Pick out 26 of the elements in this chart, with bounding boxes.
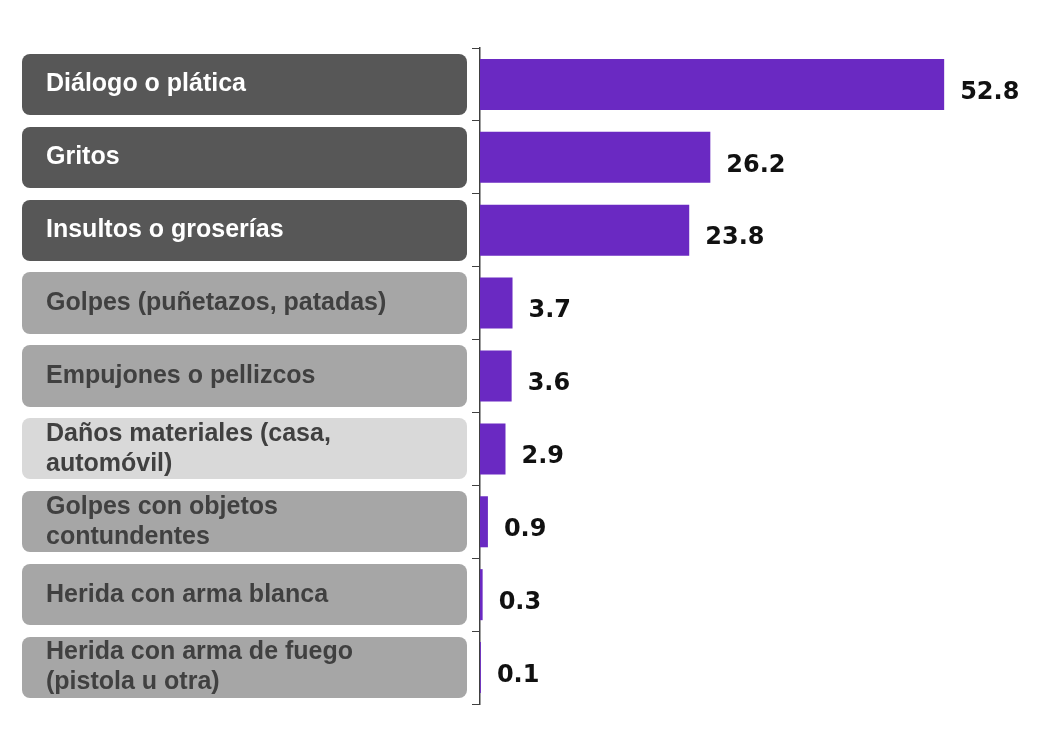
bar	[480, 423, 506, 475]
y-tick-label: Diálogo o plática	[46, 68, 248, 97]
bar	[480, 277, 513, 329]
data-label: 23.8	[705, 222, 765, 251]
data-label: 0.3	[498, 586, 542, 615]
data-label: 52.8	[960, 76, 1020, 105]
data-label: 3.7	[528, 295, 572, 324]
bar	[480, 204, 690, 256]
bar	[480, 496, 488, 548]
bar	[480, 58, 945, 110]
data-label: 0.9	[503, 514, 547, 543]
bar	[480, 350, 512, 402]
data-label: 0.1	[496, 659, 540, 688]
bar	[480, 131, 711, 183]
y-tick-label: Insultos o groserías	[46, 214, 284, 243]
bar	[480, 569, 483, 621]
y-tick-label: Empujones o pellizcos	[46, 359, 316, 388]
y-tick-label: Golpes (puñetazos, patadas)	[46, 287, 387, 315]
data-label: 3.6	[527, 368, 571, 397]
y-tick-label: Gritos	[46, 141, 120, 170]
y-tick-label: Herida con arma blanca	[46, 578, 330, 607]
y-tick-label: Daños materiales (casa, automóvil)	[46, 417, 331, 476]
data-label: 2.9	[521, 441, 565, 470]
y-tick-label: Golpes con objetos contundentes	[46, 490, 278, 549]
data-label: 26.2	[726, 149, 786, 178]
y-tick-label: Herida con arma de fuego (pistola u otra)	[46, 636, 354, 695]
